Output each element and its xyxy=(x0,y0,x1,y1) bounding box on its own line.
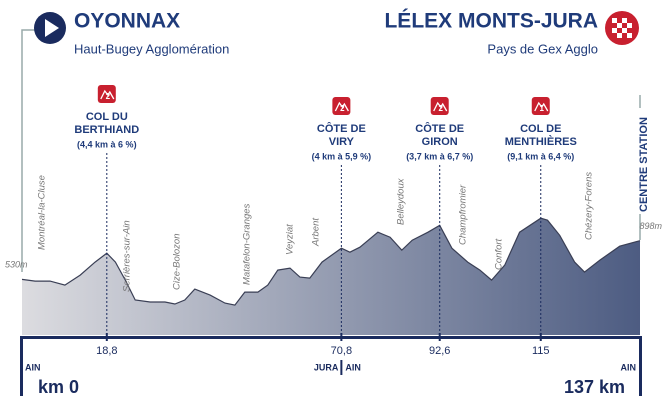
climb-detail: (4 km à 5,9 %) xyxy=(312,151,372,161)
start-km: km 0 xyxy=(38,377,79,397)
start-icon-arrow xyxy=(45,19,59,37)
town-label: Cize-Bolozon xyxy=(172,234,183,291)
climb-category: 2 xyxy=(438,104,443,113)
elevation-label: 898m xyxy=(639,221,662,231)
region-label: JURA xyxy=(314,362,339,372)
climb-category: 2 xyxy=(106,92,111,101)
km-tick-label: 70,8 xyxy=(331,345,352,357)
town-label: Champfromier xyxy=(458,184,469,245)
climb-name: CÔTE DE xyxy=(415,122,464,135)
km-axis xyxy=(20,336,642,339)
climb-name: VIRY xyxy=(329,136,355,148)
town-label: Serrières-sur-Ain xyxy=(122,220,133,292)
region-label: AIN xyxy=(621,362,637,372)
km-tick-label: 18,8 xyxy=(96,345,117,357)
profile-area xyxy=(22,218,640,335)
region-label: AIN xyxy=(25,362,41,372)
town-label: Chézery-Forens xyxy=(584,172,595,240)
climb-name: MENTHIÈRES xyxy=(505,135,577,148)
climb-mountain xyxy=(334,101,349,112)
climb-icon: 2 xyxy=(97,85,116,103)
finish-km: 137 km xyxy=(564,377,625,397)
finish-bar xyxy=(639,336,642,396)
climb-mountain xyxy=(100,89,115,100)
climb-name: GIRON xyxy=(422,136,458,148)
climb-mountain xyxy=(433,101,448,112)
finish-marker: CENTRE STATION xyxy=(638,117,650,212)
finish-subtitle: Pays de Gex Agglo xyxy=(487,41,598,56)
climb-icon: 1 xyxy=(531,97,550,115)
km-tick-label: 92,6 xyxy=(429,345,450,357)
climb-mountain xyxy=(534,101,549,112)
profile-line xyxy=(21,217,641,306)
climb-name: BERTHIAND xyxy=(74,124,139,136)
region-border xyxy=(340,360,343,375)
climb-category: 1 xyxy=(540,104,545,113)
region-label: AIN xyxy=(345,362,361,372)
climb-detail: (4,4 km à 6 %) xyxy=(77,139,137,149)
start-line xyxy=(21,29,36,272)
climb-name: COL DE xyxy=(520,123,561,135)
climb-detail: (9,1 km à 6,4 %) xyxy=(507,151,574,161)
climb-category: 2 xyxy=(340,104,345,113)
finish-town: LÉLEX MONTS-JURA xyxy=(384,10,598,33)
town-label: Matafelon-Granges xyxy=(242,203,253,285)
town-label: Veyziat xyxy=(285,224,296,255)
town-label: Arbent xyxy=(311,218,322,247)
climb-name: COL DU xyxy=(86,111,128,123)
climb-icon: 2 xyxy=(430,97,449,115)
start-town: OYONNAX xyxy=(74,10,180,33)
start-subtitle: Haut-Bugey Agglomération xyxy=(74,41,229,56)
start-bar xyxy=(20,336,23,396)
climb-detail: (3,7 km à 6,7 %) xyxy=(406,151,473,161)
town-label: Montréal-la-Cluse xyxy=(37,175,48,250)
town-label: Belleydoux xyxy=(396,177,407,225)
elevation-label: 530m xyxy=(5,260,28,270)
finish-flag xyxy=(605,11,639,45)
town-label: Confort xyxy=(494,238,505,270)
climb-icon: 2 xyxy=(332,97,351,115)
km-tick-label: 115 xyxy=(532,345,550,357)
climb-name: CÔTE DE xyxy=(317,122,366,135)
